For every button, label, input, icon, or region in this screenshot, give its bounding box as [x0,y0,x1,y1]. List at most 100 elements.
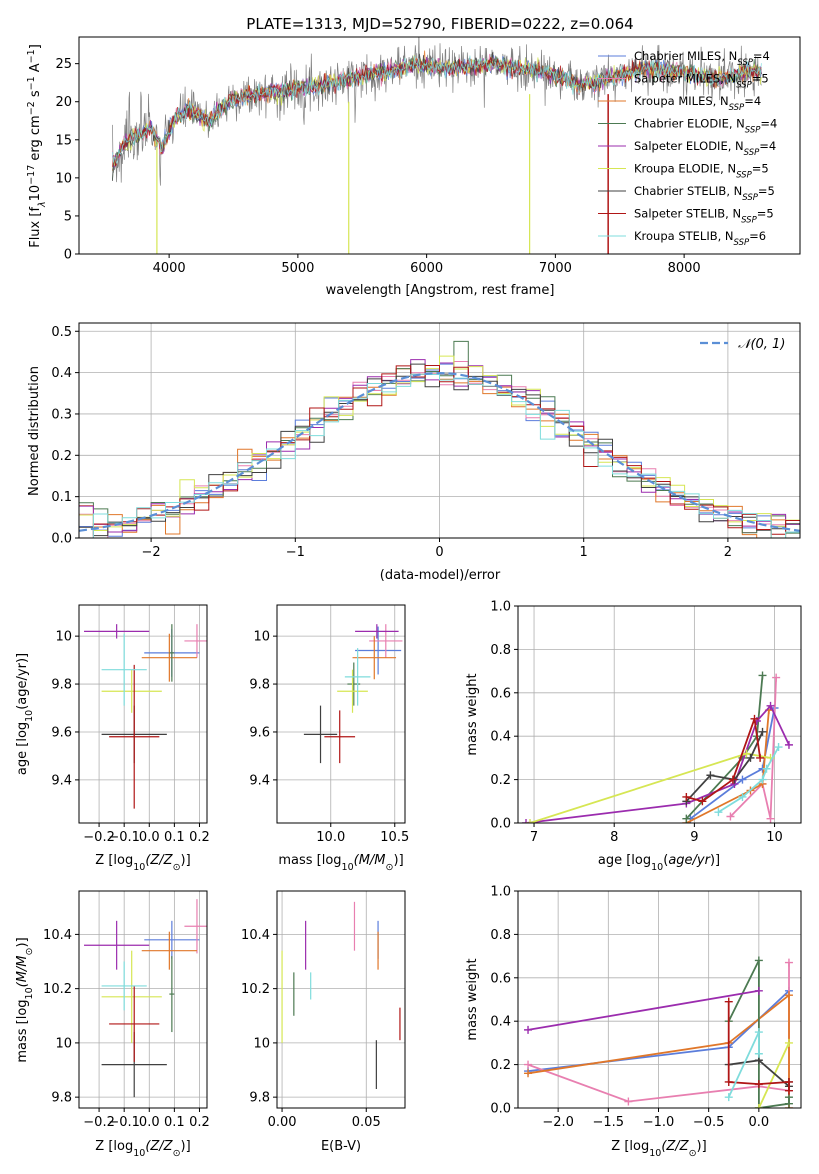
y-tick-label: 9.6 [51,725,72,740]
axes-frame [78,890,208,1109]
legend-entry-part: , N [713,94,729,108]
axis-label-part: 10 [28,185,43,202]
y-tick-label: 0.2 [51,449,72,464]
x-tick-label: 0.2 [189,830,210,845]
y-tick-label: 9.8 [51,1091,72,1106]
axis-label-part: 10 [133,1148,145,1159]
axis-label-part: ⊙ [24,948,35,956]
x-tick-label: 10 [766,830,783,845]
axis-label-part: −1 [26,76,37,90]
residual-histogram [79,365,800,538]
weight-point [742,749,751,758]
weight-point [524,1025,533,1034]
x-tick-label: 5000 [281,261,314,276]
x-tick-label: −2.0 [542,1115,574,1130]
x-tick-label: −0.2 [83,1115,115,1130]
x-axis-label: mass [log10(M/M⊙)] [278,853,403,873]
axis-label-part: (Z/Z [661,1139,689,1154]
weight-point [698,797,707,806]
y-tick-label: 0.4 [490,730,511,745]
y-tick-label: 0.2 [490,773,511,788]
y-tick-label: 25 [55,57,72,72]
legend-entry-part: , N [728,139,744,153]
weight-point [522,819,531,823]
weight-point [746,753,755,762]
x-tick-label: 0.00 [268,1115,297,1130]
legend-entry-part: , N [726,184,742,198]
axis-label-part: mass [log [278,853,341,868]
residual-histogram [79,373,800,538]
legend-entry: Kroupa ELODIE, NSSP=5 [634,162,769,181]
legend-entry-part: SSP [745,126,761,136]
model-spectrum [112,55,762,164]
axes-frame [78,36,801,255]
weight-line [685,675,764,820]
x-tick-label: −0.2 [83,830,115,845]
plot-area [112,37,762,254]
axis-label-part: Z [log [611,1139,649,1154]
x-tick-label: −1.0 [643,1115,675,1130]
axis-label-part: Z [log [95,1139,133,1154]
weight-point [784,1086,793,1095]
axis-label-part: −1 [26,49,37,63]
weight-line [525,704,790,823]
axis-label-part: Flux [f [28,207,43,248]
weight-point [772,673,781,682]
legend-entry-part: , N [725,207,741,221]
weight-point [754,1049,763,1058]
y-tick-label: 0.0 [51,532,72,547]
weight-point [706,771,715,780]
legend-entry-part: , N [720,72,736,86]
legend-entry-part: , N [721,49,737,63]
y-axis-label: Flux [fλ10−17 erg cm−2 s−1 A−1] [26,44,48,248]
axis-label-part: (Z/Z [145,1139,173,1154]
legend-entry-part: Kroupa MILES [634,94,713,108]
normal-curve [79,371,800,532]
axis-label-part: 10 [24,710,35,722]
y-tick-label: 0 [64,248,72,263]
weight-point [714,808,723,817]
legend-entry: Salpeter STELIB, NSSP=5 [634,207,774,226]
weight-line [729,677,777,819]
weight-point [526,819,535,823]
legend-entry-part: Kroupa STELIB [634,229,718,243]
figure-title: PLATE=1313, MJD=52790, FIBERID=0222, z=0… [246,15,633,33]
legend-entry-part: =5 [752,72,769,86]
x-tick-label: −1 [286,545,305,560]
x-axis-label: E(B-V) [321,1139,361,1154]
x-tick-label: 7000 [539,261,572,276]
weight-point [756,753,765,762]
x-tick-label: 0.0 [139,1115,160,1130]
legend-entry-part: =4 [759,139,776,153]
axis-label-part: 10 [651,862,663,873]
axis-label-part: age/yr [668,853,711,868]
weight-point [784,1077,793,1086]
y-axis-label: age [log10(age/yr)] [15,653,35,775]
axis-label-part: ( [663,853,668,868]
legend-entry-part: , N [729,117,745,131]
y-tick-label: 9.8 [51,678,72,693]
legend-entry-part: =4 [744,94,761,108]
y-tick-label: 0.8 [490,643,511,658]
axis-label-part: 10 [649,1148,661,1159]
axes-frame [276,890,406,1109]
plot-area [84,624,207,809]
y-tick-label: 9.4 [51,773,72,788]
axis-label-part: age [log [15,722,30,775]
y-tick-label: 0.4 [490,1015,511,1030]
plot-area [303,624,403,764]
weight-point [624,1097,633,1106]
panel-residuals: −2 −1 0 1 2 0.0 0.1 0.2 0.3 0.4 0.5 𝒩(0, 1) (data-mo… [27,322,801,583]
weight-point [784,740,793,749]
plot-area [281,901,401,1090]
y-tick-label: 10 [55,630,72,645]
residual-histogram [79,355,800,531]
legend-entry-part: Chabrier MILES [634,49,721,63]
axis-label-part: A [28,63,43,76]
axis-label-part: λ [37,201,48,208]
axes-frame [517,605,802,824]
plot-area [524,956,793,1108]
